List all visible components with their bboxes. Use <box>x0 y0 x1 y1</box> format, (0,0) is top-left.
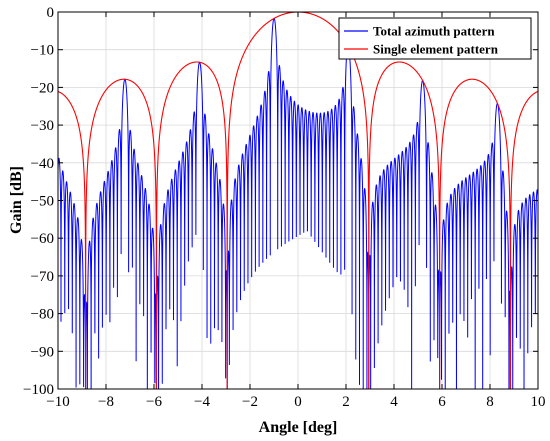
axis-ticks: −10 −8 −6 −4 −2 0 2 4 6 8 100−10−20−30−40−50−60−70… <box>23 5 545 410</box>
x-tick-label: −4 <box>194 394 210 410</box>
y-tick-label: −70 <box>31 269 54 285</box>
y-tick-label: 0 <box>47 5 55 21</box>
x-tick-label: 10 <box>531 394 546 410</box>
y-tick-label: −10 <box>31 43 54 59</box>
x-axis-label: Angle [deg] <box>259 419 338 436</box>
x-tick-label: 4 <box>390 394 398 410</box>
series-line-single-element <box>58 12 538 389</box>
y-axis-label: Gain [dB] <box>8 166 25 234</box>
y-tick-label: −90 <box>31 344 54 360</box>
x-tick-label: −8 <box>98 394 114 410</box>
legend-label-total-azimuth: Total azimuth pattern <box>373 24 495 39</box>
x-tick-label: −10 <box>46 394 69 410</box>
y-tick-label: −40 <box>31 156 54 172</box>
y-tick-label: −50 <box>31 194 54 210</box>
x-tick-label: −2 <box>242 394 258 410</box>
y-tick-label: −30 <box>31 118 54 134</box>
x-tick-label: 0 <box>294 394 302 410</box>
legend: Total azimuth pattern Single element pat… <box>338 17 532 60</box>
x-tick-label: −6 <box>146 394 162 410</box>
y-tick-label: −80 <box>31 307 54 323</box>
y-tick-label: −20 <box>31 80 54 96</box>
y-tick-label: −100 <box>23 382 54 398</box>
legend-label-single-element: Single element pattern <box>373 42 499 57</box>
x-tick-label: 2 <box>342 394 350 410</box>
x-tick-label: 6 <box>438 394 446 410</box>
legend-box <box>338 17 532 60</box>
y-tick-label: −60 <box>31 231 54 247</box>
series-line-total-azimuth <box>58 17 538 389</box>
x-tick-label: 8 <box>486 394 494 410</box>
